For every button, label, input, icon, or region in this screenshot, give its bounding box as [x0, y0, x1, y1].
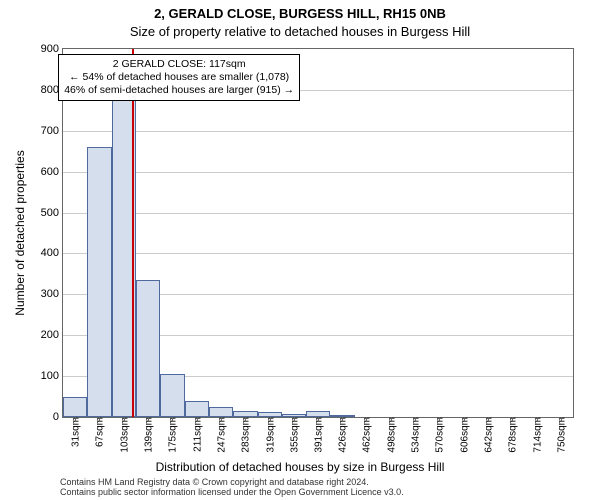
x-tick-mark: [391, 417, 392, 421]
x-axis-label: Distribution of detached houses by size …: [0, 460, 600, 474]
x-tick-label: 678sqm: [506, 417, 519, 453]
grid-line: [63, 213, 573, 214]
x-tick-mark: [172, 417, 173, 421]
x-tick-label: 642sqm: [481, 417, 494, 453]
y-tick-label: 400: [41, 247, 63, 259]
x-tick-mark: [366, 417, 367, 421]
x-tick-mark: [148, 417, 149, 421]
histogram-bar: [185, 401, 209, 417]
x-tick-mark: [464, 417, 465, 421]
x-tick-mark: [318, 417, 319, 421]
x-tick-label: 462sqm: [360, 417, 373, 453]
grid-line: [63, 253, 573, 254]
y-tick-label: 700: [41, 125, 63, 137]
x-tick-label: 211sqm: [190, 417, 203, 452]
chart-title-address: 2, GERALD CLOSE, BURGESS HILL, RH15 0NB: [0, 6, 600, 21]
x-tick-mark: [537, 417, 538, 421]
x-tick-label: 139sqm: [142, 417, 155, 453]
x-tick-mark: [561, 417, 562, 421]
histogram-bar: [63, 397, 87, 417]
x-tick-label: 750sqm: [554, 417, 567, 453]
histogram-bar: [160, 374, 184, 417]
y-tick-label: 0: [53, 411, 63, 423]
x-tick-mark: [124, 417, 125, 421]
x-tick-label: 319sqm: [263, 417, 276, 453]
x-tick-label: 714sqm: [530, 417, 543, 453]
x-tick-mark: [439, 417, 440, 421]
x-tick-mark: [512, 417, 513, 421]
x-tick-mark: [99, 417, 100, 421]
y-tick-label: 300: [41, 288, 63, 300]
annotation-line: ← 54% of detached houses are smaller (1,…: [64, 71, 294, 84]
x-tick-label: 103sqm: [117, 417, 130, 453]
y-tick-label: 600: [41, 166, 63, 178]
x-tick-label: 570sqm: [433, 417, 446, 453]
x-tick-label: 247sqm: [215, 417, 228, 453]
x-tick-label: 534sqm: [408, 417, 421, 453]
x-tick-mark: [75, 417, 76, 421]
x-tick-mark: [342, 417, 343, 421]
x-tick-mark: [488, 417, 489, 421]
attribution-footer: Contains HM Land Registry data © Crown c…: [60, 478, 404, 498]
x-tick-label: 175sqm: [166, 417, 179, 453]
x-tick-mark: [270, 417, 271, 421]
annotation-box: 2 GERALD CLOSE: 117sqm← 54% of detached …: [58, 54, 300, 101]
histogram-bar: [136, 280, 160, 417]
x-tick-label: 426sqm: [335, 417, 348, 453]
x-tick-label: 355sqm: [288, 417, 301, 453]
y-tick-label: 500: [41, 207, 63, 219]
annotation-line: 46% of semi-detached houses are larger (…: [64, 84, 294, 97]
footer-line-2: Contains public sector information licen…: [60, 488, 404, 498]
x-tick-mark: [294, 417, 295, 421]
y-tick-label: 100: [41, 370, 63, 382]
annotation-line: 2 GERALD CLOSE: 117sqm: [64, 58, 294, 71]
x-tick-label: 67sqm: [93, 417, 106, 447]
histogram-bar: [209, 407, 233, 417]
y-tick-label: 200: [41, 329, 63, 341]
grid-line: [63, 131, 573, 132]
histogram-plot-area: 010020030040050060070080090031sqm67sqm10…: [62, 48, 574, 418]
y-axis-label: Number of detached properties: [13, 150, 27, 315]
x-tick-label: 606sqm: [457, 417, 470, 453]
x-tick-label: 498sqm: [384, 417, 397, 453]
x-tick-label: 283sqm: [239, 417, 252, 453]
x-tick-mark: [415, 417, 416, 421]
chart-subtitle: Size of property relative to detached ho…: [0, 24, 600, 39]
x-tick-mark: [221, 417, 222, 421]
y-axis-label-wrap: Number of detached properties: [14, 48, 26, 418]
x-tick-label: 391sqm: [312, 417, 325, 453]
x-tick-mark: [245, 417, 246, 421]
x-tick-mark: [197, 417, 198, 421]
property-marker-line: [132, 49, 134, 417]
histogram-bar: [87, 147, 111, 417]
grid-line: [63, 172, 573, 173]
x-tick-label: 31sqm: [69, 417, 82, 447]
